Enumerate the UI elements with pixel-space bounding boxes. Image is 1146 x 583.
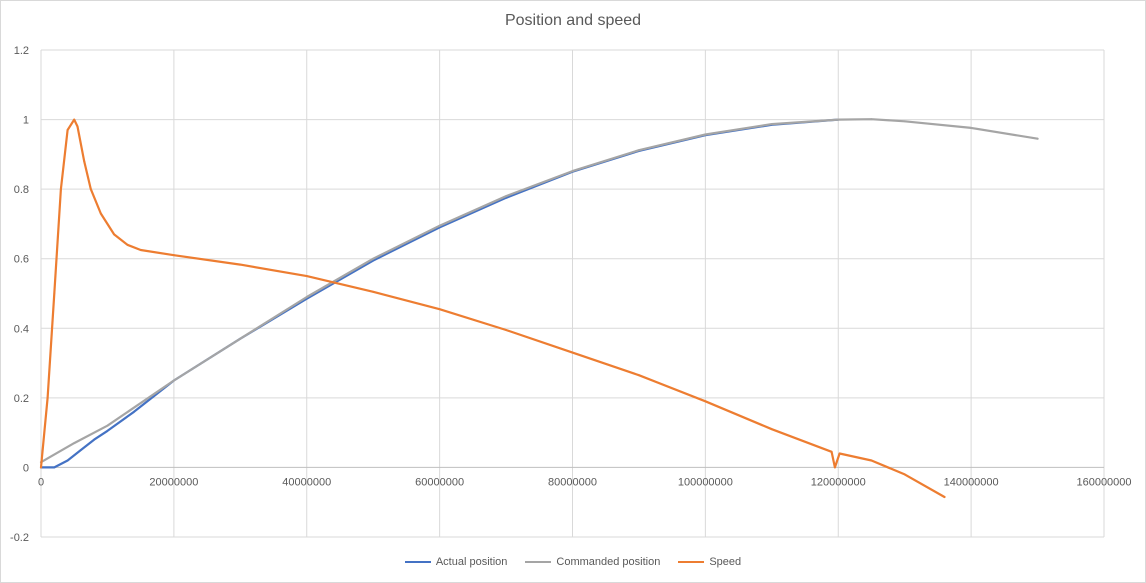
legend-swatch-actual-position: [404, 561, 431, 563]
data-point-speed: [305, 275, 308, 277]
data-point-commanded-position: [770, 123, 773, 125]
data-point-speed: [770, 428, 773, 431]
data-point-speed: [571, 351, 574, 354]
data-point-speed: [438, 308, 441, 311]
legend-label-commanded-position: Commanded position: [556, 556, 661, 568]
data-point-speed: [139, 249, 142, 251]
y-tick-label: 0.2: [14, 393, 29, 405]
data-point-speed: [53, 292, 56, 295]
data-point-speed: [704, 400, 707, 403]
gridlines: [41, 49, 1105, 538]
data-point-actual-position: [53, 466, 56, 469]
series-line-commanded-position: [39, 118, 1039, 464]
data-point-commanded-position: [305, 296, 308, 298]
data-point-speed: [73, 118, 76, 121]
data-point-commanded-position: [372, 257, 375, 260]
data-point-speed: [903, 473, 906, 476]
legend-swatch-speed: [678, 561, 705, 563]
data-point-commanded-position: [571, 170, 574, 173]
data-point-speed: [834, 466, 836, 469]
data-point-speed: [60, 188, 62, 191]
data-point-speed: [40, 466, 42, 469]
x-tick-label: 80000000: [548, 476, 597, 488]
data-point-speed: [66, 129, 69, 131]
data-point-commanded-position: [1036, 137, 1039, 140]
data-point-speed: [126, 243, 129, 246]
data-point-commanded-position: [239, 337, 242, 340]
data-point-speed: [113, 233, 115, 236]
x-tick-label: 160000000: [1076, 476, 1131, 488]
series-lines: [39, 118, 1039, 499]
data-point-commanded-position: [970, 127, 972, 129]
data-point-commanded-position: [438, 224, 441, 227]
data-point-speed: [830, 450, 833, 453]
data-point-commanded-position: [870, 118, 873, 121]
data-point-speed: [638, 374, 640, 377]
x-tick-label: 140000000: [944, 476, 999, 488]
data-point-commanded-position: [903, 120, 906, 123]
data-point-speed: [870, 459, 873, 462]
legend-label-speed: Speed: [709, 556, 742, 568]
data-point-actual-position: [133, 410, 135, 413]
data-point-commanded-position: [505, 195, 507, 198]
y-tick-label: 1: [23, 115, 29, 127]
x-tick-label: 40000000: [282, 476, 331, 488]
x-tick-labels: 0 20000000 40000000 60000000 80000000 1000000…: [38, 476, 1132, 488]
data-point-speed: [89, 188, 92, 191]
data-point-speed: [838, 452, 841, 455]
legend-label-actual-position: Actual position: [435, 556, 508, 568]
data-point-actual-position: [106, 430, 109, 432]
data-point-speed: [76, 125, 79, 128]
y-tick-label: 0.8: [14, 184, 29, 196]
x-tick-label: 0: [38, 476, 44, 488]
legend-item-commanded-position: Commanded position: [525, 556, 660, 568]
y-tick-label: -0.2: [10, 532, 29, 544]
data-point-speed: [83, 160, 86, 163]
legend-item-speed: Speed: [678, 556, 741, 568]
series-line-speed: [39, 118, 946, 499]
x-tick-label: 100000000: [678, 476, 733, 488]
data-point-speed: [99, 212, 102, 215]
data-point-speed: [372, 290, 375, 293]
data-point-speed: [46, 397, 49, 399]
x-tick-label: 120000000: [811, 476, 866, 488]
data-point-commanded-position: [638, 149, 640, 152]
data-point-commanded-position: [173, 379, 175, 382]
legend-item-actual-position: Actual position: [404, 556, 508, 568]
y-tick-label: 0.4: [14, 323, 29, 335]
x-tick-label: 20000000: [149, 476, 198, 488]
data-point-speed: [239, 263, 242, 266]
data-point-speed: [505, 329, 507, 331]
data-point-actual-position: [93, 438, 96, 441]
data-point-speed: [943, 496, 946, 498]
y-tick-labels: -0.2 0 0.2 0.4 0.6 0.8 1 1.2: [10, 45, 29, 544]
legend-swatch-commanded-position: [525, 561, 552, 563]
chart-title: Position and speed: [504, 12, 642, 29]
data-point-commanded-position: [73, 442, 76, 444]
x-tick-label: 60000000: [415, 476, 464, 488]
y-tick-label: 1.2: [14, 45, 29, 57]
data-point-commanded-position: [106, 424, 109, 427]
data-point-commanded-position: [704, 133, 707, 136]
y-tick-label: 0.6: [14, 254, 29, 266]
data-point-speed: [173, 254, 175, 257]
data-point-actual-position: [66, 459, 69, 462]
data-point-commanded-position: [837, 118, 840, 121]
data-point-actual-position: [80, 449, 82, 451]
legend: Actual position Commanded position Speed: [1, 556, 1145, 568]
y-tick-label: 0: [23, 462, 29, 474]
